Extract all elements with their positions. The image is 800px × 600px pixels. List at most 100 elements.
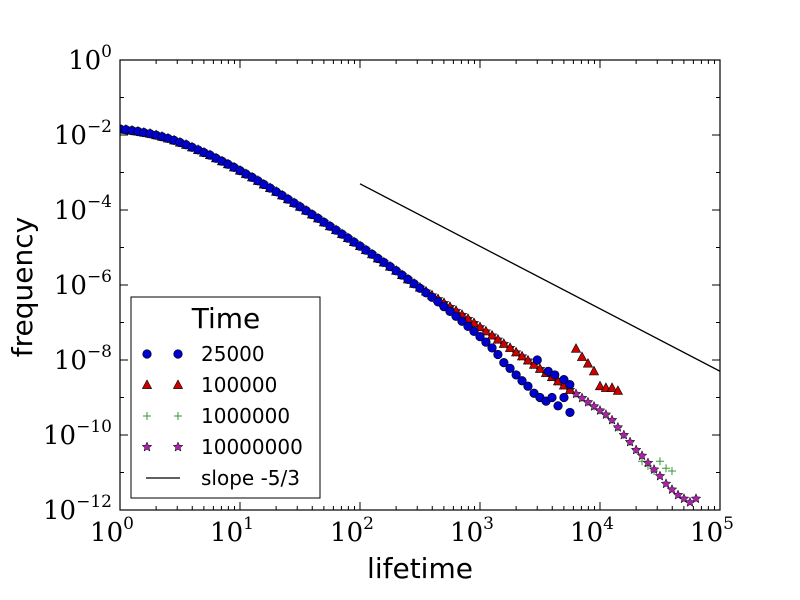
data-point-25000	[457, 316, 467, 326]
legend-label: 100000	[201, 373, 277, 397]
data-point-10000000	[582, 396, 594, 407]
series-25000	[120, 124, 575, 418]
data-point-25000	[481, 337, 491, 347]
data-point-25000	[475, 332, 485, 342]
data-point-25000	[532, 355, 542, 365]
x-tick-label: 104	[570, 514, 614, 548]
data-point-25000	[547, 392, 557, 403]
data-point-25000	[439, 302, 449, 312]
legend-items: 25000 100000 1000000 10000000 slope -5/3	[141, 342, 303, 490]
data-point-100000	[570, 343, 582, 353]
data-point-100000	[534, 363, 546, 373]
data-point-10000000	[606, 414, 618, 425]
data-point-10000000	[654, 470, 666, 481]
data-point-100000	[606, 382, 618, 392]
data-point-25000	[550, 370, 560, 380]
data-point-100000	[588, 365, 600, 376]
data-point-25000	[463, 321, 473, 331]
data-point-10000000	[588, 400, 600, 411]
legend-box	[130, 296, 321, 499]
y-tick-label: 10−10	[43, 417, 112, 451]
data-point-100000	[594, 380, 606, 391]
data-point-10000000	[600, 408, 612, 420]
legend-marker	[141, 379, 153, 389]
y-tick-label: 10−4	[54, 192, 112, 226]
data-point-100000	[486, 329, 498, 340]
data-point-25000	[451, 311, 461, 321]
data-point-10000000	[594, 404, 606, 416]
data-point-25000	[511, 370, 521, 380]
y-tick-label: 10−2	[54, 117, 112, 151]
legend-item-100000: 100000	[141, 373, 277, 397]
data-point-25000	[487, 343, 497, 353]
data-point-25000	[433, 297, 443, 307]
data-point-25000	[517, 376, 527, 386]
data-point-25000	[565, 407, 575, 418]
legend-label: 25000	[201, 342, 265, 366]
legend-title: Time	[191, 302, 261, 335]
x-tick-label: 105	[690, 514, 734, 548]
data-point-10000000	[576, 392, 588, 403]
y-tick-label: 10−8	[54, 342, 112, 376]
legend-item-25000: 25000	[142, 342, 265, 366]
y-tick-label: 10−6	[54, 267, 112, 301]
legend-marker	[173, 349, 183, 359]
data-point-25000	[499, 358, 509, 368]
legend-marker	[142, 349, 152, 359]
data-point-100000	[511, 346, 522, 357]
y-tick-label: 100	[68, 42, 112, 76]
data-point-25000	[505, 363, 515, 373]
legend-marker	[172, 379, 184, 389]
data-point-100000	[480, 325, 492, 336]
legend-marker	[172, 441, 184, 452]
data-point-1000000	[655, 457, 664, 466]
data-point-100000	[492, 333, 504, 344]
legend-label: 10000000	[201, 435, 303, 459]
data-point-25000	[523, 381, 533, 391]
data-point-100000	[576, 351, 588, 361]
y-axis-label: frequency	[6, 217, 39, 357]
y-tick-label: 10−12	[43, 492, 112, 526]
data-point-10000000	[666, 483, 678, 495]
data-point-25000	[553, 401, 563, 411]
data-point-25000	[445, 306, 455, 316]
data-point-100000	[582, 357, 594, 368]
data-point-10000000	[648, 463, 660, 475]
data-layer	[120, 123, 720, 507]
legend-marker	[143, 412, 151, 420]
data-point-25000	[559, 375, 569, 385]
legend-label: slope -5/3	[201, 466, 300, 490]
data-point-25000	[493, 349, 503, 360]
tick-labels: 100 101 102 103 104 105 100 10−2 10−4 10−6 10−8 10−…	[43, 42, 734, 548]
data-point-1000000	[667, 466, 676, 475]
data-point-10000000	[690, 493, 702, 504]
data-point-10000000	[612, 421, 624, 432]
legend-item-1000000: 1000000	[143, 404, 290, 428]
reference-line-slope	[359, 183, 720, 372]
data-point-10000000	[660, 478, 672, 489]
x-tick-label: 100	[90, 514, 134, 548]
data-point-100000	[474, 321, 486, 332]
data-point-25000	[565, 380, 575, 390]
data-point-100000	[504, 342, 516, 352]
legend-label: 1000000	[201, 404, 290, 428]
legend-marker	[174, 412, 182, 420]
x-axis-label: lifetime	[367, 552, 473, 585]
data-point-10000000	[642, 457, 654, 468]
x-tick-label: 103	[450, 514, 494, 548]
data-point-10000000	[636, 450, 648, 461]
x-tick-label: 101	[210, 514, 254, 548]
data-point-100000	[516, 350, 528, 361]
data-point-1000000	[662, 464, 671, 473]
data-point-10000000	[618, 429, 630, 440]
ticks	[119, 59, 721, 511]
legend-marker	[141, 441, 153, 452]
data-point-100000	[498, 338, 509, 348]
data-point-100000	[522, 354, 534, 365]
legend: Time 25000 100000 1000000 10000000 slope -5/…	[130, 296, 321, 499]
data-point-10000000	[624, 436, 636, 447]
x-tick-label: 102	[330, 514, 374, 548]
legend-item-reference-line: slope -5/3	[146, 466, 300, 490]
data-point-100000	[600, 382, 612, 392]
